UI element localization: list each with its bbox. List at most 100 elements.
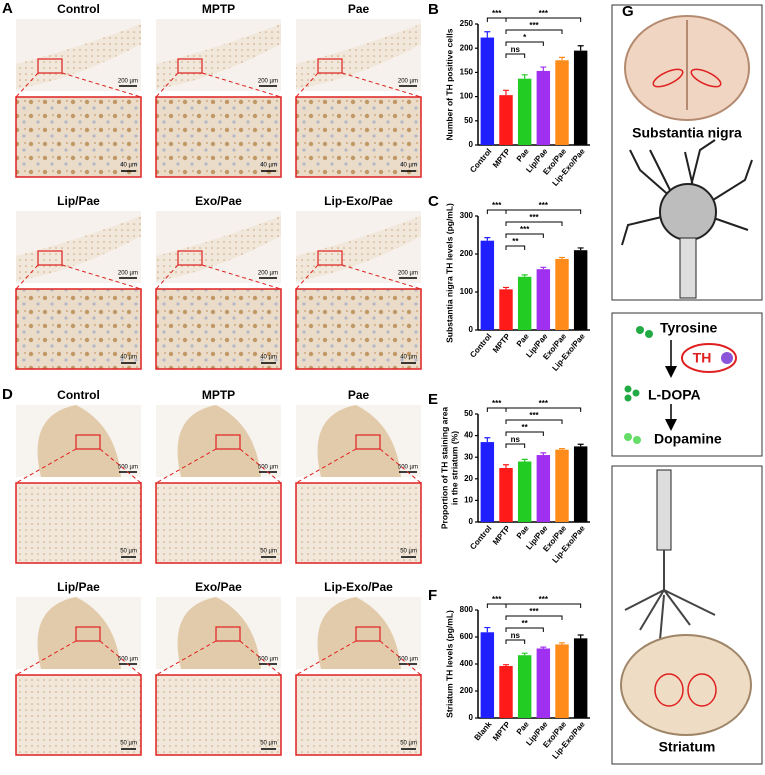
significance-label: *** <box>529 213 539 222</box>
brain <box>620 634 752 736</box>
y-axis-title: in the striatum (%) <box>449 431 459 505</box>
error-bar <box>540 452 547 456</box>
significance-bracket <box>505 603 582 608</box>
x-tick-label: Control <box>468 524 493 552</box>
y-tick-label: 10 <box>464 496 473 505</box>
x-tick-label: Blank <box>473 719 494 742</box>
pathway-label: L-DOPA <box>648 387 701 403</box>
y-tick-label: 50 <box>464 116 473 125</box>
bar <box>499 468 513 522</box>
y-axis-title: Substantia nigra TH levels (pg/mL) <box>444 203 454 343</box>
y-tick-label: 0 <box>469 325 474 334</box>
bar <box>573 446 588 522</box>
scale-label: 500 µm <box>118 465 138 471</box>
roi <box>687 673 717 707</box>
significance-label: * <box>523 33 527 42</box>
y-tick-label: 300 <box>460 211 474 220</box>
pathway-label: Dopamine <box>654 431 722 447</box>
scale-label: 200 µm <box>398 79 418 85</box>
bar <box>573 638 588 718</box>
zoom-image <box>295 482 422 564</box>
bar <box>573 250 588 330</box>
zoom-line <box>15 640 77 676</box>
roi <box>652 68 684 88</box>
zoom-image <box>155 288 282 370</box>
axon-terminals <box>624 550 716 641</box>
roi-box <box>355 626 381 642</box>
roi-box <box>75 626 101 642</box>
scale-label: 50 µm <box>400 549 417 555</box>
group-label: Exo/Pae <box>195 194 242 208</box>
significance-label: *** <box>539 9 549 18</box>
x-tick-label: Pae <box>515 331 531 348</box>
zoom-image <box>155 482 282 564</box>
y-tick-label: 0 <box>469 713 474 722</box>
schematic-label: Striatum <box>659 739 716 755</box>
axon <box>679 237 697 299</box>
significance-bracket <box>505 221 563 226</box>
error-bar <box>559 56 565 61</box>
scale-label: 500 µm <box>118 657 138 663</box>
group-label: Pae <box>348 2 370 16</box>
tissue <box>37 597 121 669</box>
molecule <box>632 389 640 397</box>
bar <box>480 442 495 522</box>
error-bar <box>484 31 491 38</box>
y-tick-label: 200 <box>460 43 474 52</box>
schematic-label: Substantia nigra <box>632 125 742 141</box>
enzyme-ring <box>681 343 737 373</box>
error-bar <box>577 45 584 51</box>
bar <box>536 648 551 718</box>
bar <box>499 289 513 330</box>
group-label: Control <box>57 2 100 16</box>
scale-label: 200 µm <box>118 271 138 277</box>
y-axis-title: Proportion of TH staining area <box>439 407 449 530</box>
scale-label: 40 µm <box>400 355 417 361</box>
y-tick-label: 400 <box>460 659 474 668</box>
error-bar <box>503 464 509 468</box>
group-label: MPTP <box>202 2 235 16</box>
zoom-image <box>295 96 422 178</box>
y-tick-label: 150 <box>460 68 474 77</box>
significance-bracket <box>486 407 507 412</box>
error-bar <box>540 66 547 71</box>
scale-label: 500 µm <box>258 657 278 663</box>
panel-letter: A <box>2 0 13 17</box>
significance-bracket <box>505 53 526 58</box>
bar <box>517 276 532 330</box>
significance-bracket <box>486 209 507 214</box>
bar <box>480 240 495 330</box>
group-label: Exo/Pae <box>195 580 242 594</box>
bar <box>499 666 513 718</box>
group-label: Lip-Exo/Pae <box>324 194 393 208</box>
zoom-image <box>15 96 142 178</box>
error-bar <box>540 266 547 270</box>
error-bar <box>577 247 584 251</box>
significance-bracket <box>486 17 507 22</box>
bar <box>555 449 569 522</box>
significance-bracket <box>505 407 582 412</box>
y-axis-title: Number of TH positive cells <box>444 28 454 140</box>
scale-label: 500 µm <box>398 465 418 471</box>
y-tick-label: 20 <box>464 474 473 483</box>
error-bar <box>484 626 491 633</box>
x-tick-label: Control <box>468 147 493 175</box>
bar <box>517 655 532 718</box>
error-bar <box>521 74 528 79</box>
y-tick-label: 50 <box>464 409 473 418</box>
bar <box>517 78 532 145</box>
roi-box <box>317 250 343 266</box>
zoom-image <box>15 482 142 564</box>
roi-box <box>177 250 203 266</box>
y-tick-label: 40 <box>464 431 473 440</box>
significance-label: *** <box>539 201 549 210</box>
bar <box>536 455 551 522</box>
x-tick-label: Control <box>468 332 493 360</box>
x-tick-label: MPTP <box>491 331 513 354</box>
scale-label: 50 µm <box>260 741 277 747</box>
roi-box <box>215 626 241 642</box>
significance-bracket <box>505 17 582 22</box>
panel-letter: B <box>428 1 439 18</box>
significance-label: ns <box>511 45 521 54</box>
scale-label: 200 µm <box>258 271 278 277</box>
